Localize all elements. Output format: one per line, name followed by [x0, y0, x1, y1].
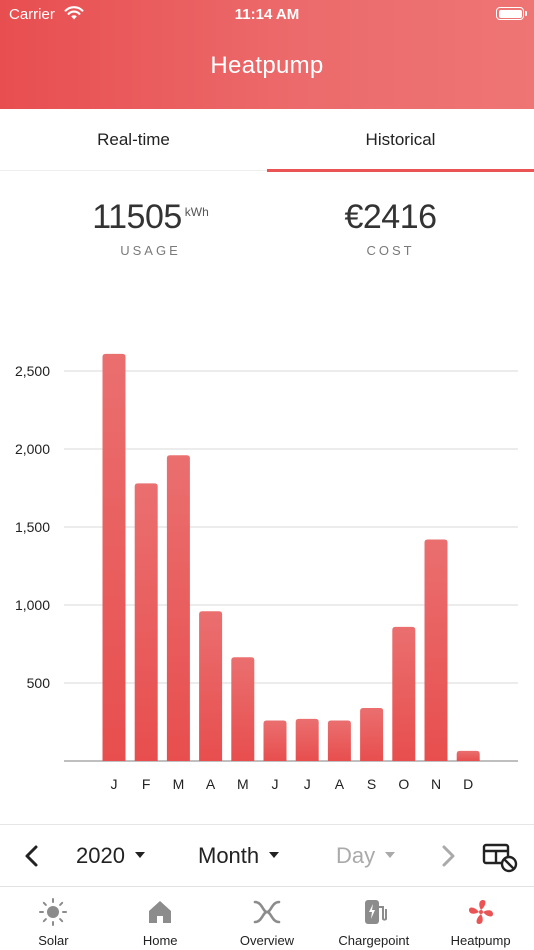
bar-7[interactable] [295, 718, 319, 761]
cost-value: €2416 [344, 198, 437, 236]
usage-unit: kWh [184, 205, 209, 219]
sub-period-value: Day [336, 843, 376, 868]
y-tick-label: 2,000 [15, 441, 50, 457]
chart-bars [102, 353, 480, 761]
nav-item-home[interactable]: Home [107, 887, 214, 950]
fan-icon [468, 900, 493, 924]
bar-4[interactable] [199, 611, 223, 761]
bar-9[interactable] [360, 707, 384, 761]
bottom-nav: Solar Home Overview Chargepoint [0, 886, 534, 950]
x-tick-label: D [463, 776, 473, 792]
app-header: Carrier 11:14 AM Heatpump [0, 0, 534, 109]
page-title: Heatpump [210, 52, 324, 79]
bar-8[interactable] [327, 720, 351, 761]
period-select[interactable]: Month [198, 825, 280, 887]
bar-11[interactable] [424, 539, 448, 761]
sun-icon [39, 898, 68, 926]
x-tick-label: S [367, 776, 376, 792]
summary-panel: 11505 kWh USAGE €2416 COST [0, 198, 534, 278]
bar-3[interactable] [166, 455, 190, 761]
tab-real-time[interactable]: Real-time [97, 130, 170, 149]
y-tick-label: 1,500 [15, 519, 50, 535]
nav-item-chargepoint[interactable]: Chargepoint [320, 887, 427, 950]
usage-label: USAGE [120, 243, 181, 258]
bar-2[interactable] [134, 483, 158, 761]
chevron-left-icon[interactable] [18, 842, 46, 870]
y-tick-label: 1,000 [15, 597, 50, 613]
bar-5[interactable] [231, 657, 255, 761]
table-toggle-icon[interactable] [482, 841, 518, 873]
battery-icon [496, 7, 527, 20]
x-tick-label: A [206, 776, 216, 792]
cost-label: COST [366, 243, 415, 258]
tab-bar: Real-time Historical [0, 109, 534, 172]
nav-label-heatpump: Heatpump [450, 933, 511, 948]
caret-down-icon [385, 852, 396, 859]
x-tick-label: J [304, 776, 311, 792]
x-tick-label: J [272, 776, 279, 792]
x-tick-label: M [237, 776, 249, 792]
chevron-right-icon[interactable] [434, 842, 462, 870]
bar-10[interactable] [392, 626, 416, 761]
bar-chart: 500 1,000 1,500 2,000 2,500 J F M A M J J A S O N D [15, 353, 518, 792]
nav-label-solar: Solar [38, 933, 69, 948]
nav-label-chargepoint: Chargepoint [338, 933, 410, 948]
year-select[interactable]: 2020 [76, 825, 145, 887]
overview-icon [253, 900, 281, 924]
x-tick-label: F [142, 776, 151, 792]
year-value: 2020 [76, 843, 125, 868]
status-bar: Carrier 11:14 AM [0, 4, 534, 24]
x-tick-label: J [111, 776, 118, 792]
usage-stat: 11505 kWh USAGE [17, 198, 284, 258]
bar-12[interactable] [456, 750, 480, 761]
sub-period-select[interactable]: Day [336, 825, 396, 887]
period-controls: 2020 Month Day [0, 824, 534, 886]
y-axis-ticks: 500 1,000 1,500 2,000 2,500 [15, 363, 50, 691]
y-tick-label: 2,500 [15, 363, 50, 379]
nav-label-overview: Overview [239, 933, 295, 948]
x-tick-label: A [335, 776, 345, 792]
home-icon [149, 901, 172, 923]
bar-6[interactable] [263, 720, 287, 761]
usage-chart: 500 1,000 1,500 2,000 2,500 J F M A M J J A S O N D [0, 340, 534, 800]
caret-down-icon [269, 852, 280, 859]
x-tick-label: M [173, 776, 185, 792]
nav-label-home: Home [142, 933, 178, 948]
tab-historical[interactable]: Historical [267, 109, 534, 172]
nav-item-solar[interactable]: Solar [0, 887, 107, 950]
wifi-icon [64, 6, 84, 20]
caret-down-icon [134, 852, 145, 859]
status-time: 11:14 AM [234, 6, 300, 23]
chart-grid [64, 370, 518, 762]
carrier-label: Carrier [9, 6, 55, 23]
nav-item-heatpump[interactable]: Heatpump [427, 887, 534, 950]
period-value: Month [198, 843, 260, 868]
cost-stat: €2416 COST [257, 198, 524, 258]
usage-value: 11505 [92, 198, 182, 236]
x-tick-label: N [431, 776, 441, 792]
x-tick-label: O [398, 776, 409, 792]
chargepoint-icon [364, 900, 387, 924]
nav-item-overview[interactable]: Overview [214, 887, 321, 950]
y-tick-label: 500 [27, 675, 51, 691]
bar-1[interactable] [102, 353, 126, 761]
